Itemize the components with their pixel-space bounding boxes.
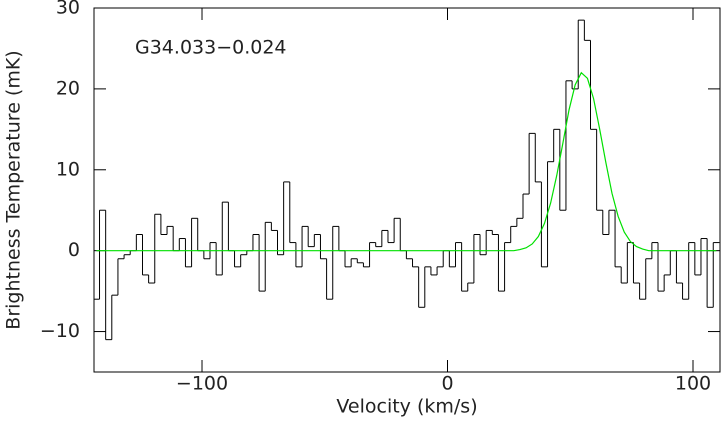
y-tick-label: 0 [68,239,80,261]
x-axis-label: Velocity (km/s) [336,396,477,418]
gaussian-fit [96,71,717,252]
y-tick-label: −10 [40,320,80,342]
y-tick-label: 30 [56,0,80,19]
x-tick-label: 0 [441,373,453,395]
x-tick-label: 100 [675,373,711,395]
y-tick-label: 10 [56,158,80,180]
plot-frame [93,7,721,373]
x-tick-label: −100 [176,373,228,395]
y-axis-label: Brightness Temperature (mK) [3,50,25,329]
y-tick-label: 20 [56,77,80,99]
chart-title: G34.033−0.024 [135,37,287,59]
